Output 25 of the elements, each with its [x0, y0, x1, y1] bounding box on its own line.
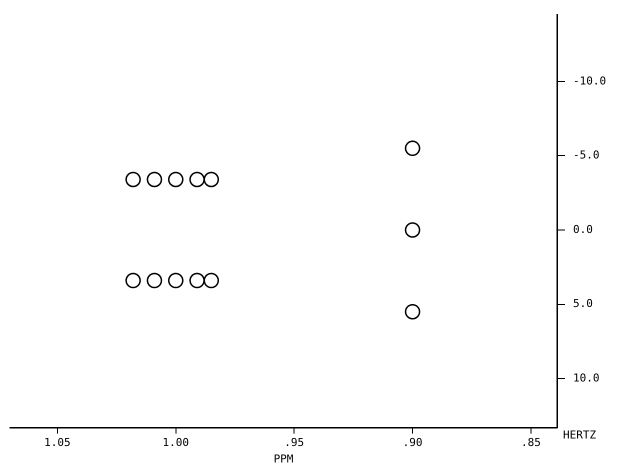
y-tick-label: -10.0: [573, 74, 606, 88]
point: [404, 304, 420, 320]
y-axis-title: HERTZ: [563, 428, 596, 442]
y-tick-label: 0.0: [573, 222, 593, 236]
point: [204, 272, 220, 288]
point: [146, 272, 162, 288]
x-tick-label: .90: [402, 436, 422, 450]
point: [404, 140, 420, 156]
y-tick-label: 5.0: [573, 297, 593, 310]
y-tick-label: 10.0: [573, 371, 600, 384]
point: [125, 172, 141, 188]
x-tick-label: 1.00: [162, 436, 190, 450]
point: [189, 272, 205, 288]
point: [168, 172, 184, 188]
point: [125, 272, 141, 288]
point: [168, 272, 184, 288]
point: [404, 222, 420, 238]
x-tick-label: .85: [521, 436, 541, 450]
point: [189, 172, 205, 188]
x-axis-title: PPM: [274, 452, 294, 466]
point: [204, 172, 220, 188]
point: [146, 172, 162, 188]
x-tick-label: .95: [284, 436, 304, 450]
y-tick-label: -5.0: [573, 148, 600, 162]
x-tick-label: 1.05: [44, 436, 71, 450]
